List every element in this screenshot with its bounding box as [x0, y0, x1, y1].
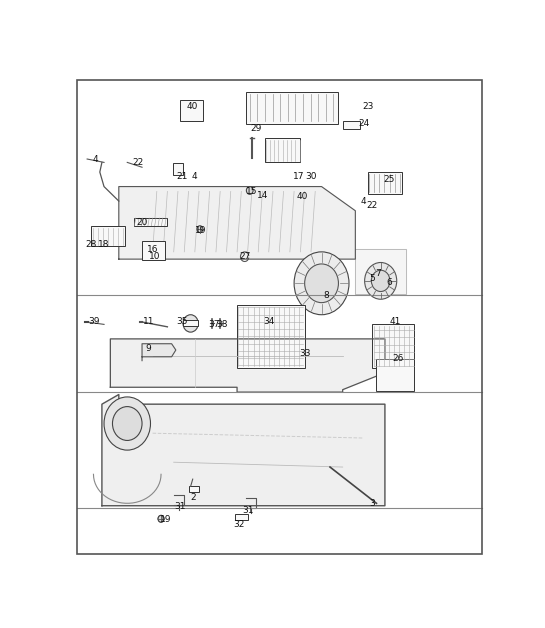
- Polygon shape: [355, 249, 406, 294]
- Text: 31: 31: [242, 506, 253, 515]
- Text: 33: 33: [299, 349, 311, 358]
- Text: 18: 18: [98, 240, 110, 249]
- Circle shape: [104, 397, 150, 450]
- FancyBboxPatch shape: [343, 121, 360, 129]
- Text: 4: 4: [93, 156, 99, 165]
- Text: 19: 19: [160, 515, 171, 524]
- FancyBboxPatch shape: [368, 172, 402, 194]
- Circle shape: [305, 264, 338, 303]
- FancyBboxPatch shape: [142, 241, 165, 260]
- Text: 31: 31: [174, 502, 186, 511]
- Text: 38: 38: [216, 320, 228, 329]
- Text: 37: 37: [208, 320, 220, 329]
- Text: 4: 4: [361, 197, 367, 205]
- Text: 40: 40: [187, 102, 198, 111]
- Circle shape: [158, 516, 164, 522]
- FancyBboxPatch shape: [245, 92, 338, 124]
- Text: 30: 30: [305, 173, 317, 181]
- Text: 39: 39: [88, 318, 100, 327]
- FancyBboxPatch shape: [372, 325, 414, 368]
- Text: 6: 6: [386, 278, 392, 287]
- Polygon shape: [119, 187, 355, 259]
- Circle shape: [158, 516, 164, 522]
- FancyBboxPatch shape: [173, 163, 184, 175]
- Circle shape: [112, 406, 142, 440]
- Text: 29: 29: [250, 124, 262, 133]
- Text: 17: 17: [293, 173, 304, 181]
- Circle shape: [294, 252, 349, 315]
- Text: 4: 4: [192, 173, 198, 181]
- Circle shape: [246, 187, 253, 194]
- Text: 41: 41: [390, 318, 401, 327]
- FancyBboxPatch shape: [92, 226, 125, 246]
- Text: 3: 3: [370, 499, 375, 508]
- Circle shape: [197, 225, 203, 232]
- FancyBboxPatch shape: [180, 99, 203, 121]
- Text: 35: 35: [177, 318, 188, 327]
- Text: 8: 8: [323, 291, 329, 300]
- Text: 22: 22: [367, 202, 378, 210]
- Text: 16: 16: [147, 245, 159, 254]
- FancyBboxPatch shape: [183, 320, 198, 326]
- Text: 9: 9: [146, 344, 152, 353]
- FancyBboxPatch shape: [264, 138, 300, 163]
- Text: 14: 14: [257, 191, 268, 200]
- Text: 2: 2: [190, 492, 196, 502]
- Text: 40: 40: [297, 192, 308, 201]
- FancyBboxPatch shape: [134, 217, 167, 226]
- Text: 15: 15: [246, 187, 258, 196]
- Text: 7: 7: [376, 269, 382, 278]
- Text: 11: 11: [143, 318, 154, 327]
- Text: 25: 25: [384, 175, 395, 184]
- Circle shape: [365, 263, 397, 300]
- Text: 27: 27: [240, 252, 251, 261]
- FancyBboxPatch shape: [235, 514, 247, 520]
- Text: 28: 28: [86, 240, 97, 249]
- FancyBboxPatch shape: [237, 305, 305, 368]
- FancyBboxPatch shape: [377, 359, 414, 391]
- Text: 32: 32: [233, 519, 245, 529]
- Polygon shape: [111, 339, 385, 392]
- Text: 34: 34: [263, 318, 275, 327]
- Text: 26: 26: [392, 354, 403, 363]
- Text: 22: 22: [132, 158, 143, 167]
- Text: 10: 10: [149, 252, 160, 261]
- Circle shape: [371, 270, 390, 291]
- Text: 23: 23: [362, 102, 374, 111]
- Text: 19: 19: [196, 225, 207, 235]
- FancyBboxPatch shape: [189, 486, 199, 492]
- Text: 24: 24: [358, 119, 370, 128]
- Text: 5: 5: [370, 274, 375, 283]
- Polygon shape: [142, 344, 176, 360]
- Text: 20: 20: [136, 219, 148, 227]
- Polygon shape: [102, 394, 385, 506]
- Text: 21: 21: [177, 173, 188, 181]
- Circle shape: [183, 315, 198, 332]
